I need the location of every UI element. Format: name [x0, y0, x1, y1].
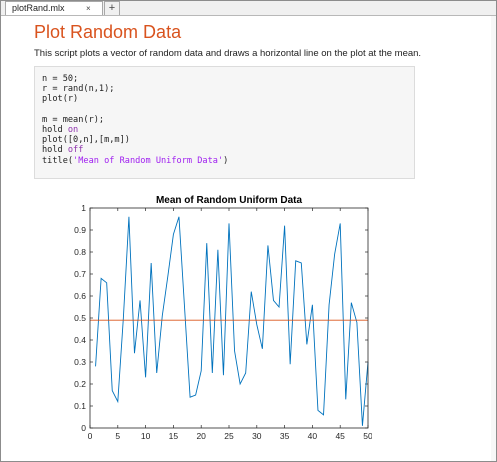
- vertical-scrollbar[interactable]: [491, 16, 496, 461]
- code-text: hold: [42, 145, 68, 156]
- x-tick-label: 50: [363, 431, 372, 441]
- code-text: n = 50;: [42, 74, 79, 84]
- code-text: r = rand(n,1);: [42, 84, 115, 95]
- x-tick-label: 20: [196, 431, 206, 441]
- x-tick-label: 10: [141, 431, 151, 441]
- y-tick-label: 0.6: [74, 291, 86, 301]
- x-tick-label: 35: [280, 431, 290, 441]
- code-text: plot(r): [42, 94, 79, 105]
- code-text: m = mean(r);: [42, 114, 105, 125]
- document-description: This script plots a vector of random dat…: [34, 48, 422, 59]
- random-data-series-line: [95, 216, 369, 426]
- plot-frame: [89, 207, 369, 429]
- code-line: m = mean(r);: [42, 115, 414, 125]
- x-tick-label: 25: [224, 431, 234, 441]
- line-plot: Mean of Random Uniform Data 0 5 10 15 20 25 30…: [74, 195, 372, 441]
- tab-plotrand[interactable]: plotRand.mlx ×: [5, 1, 103, 15]
- y-tick-label: 0.8: [74, 247, 86, 257]
- document-title: Plot Random Data: [34, 22, 182, 42]
- code-text: title(: [42, 155, 74, 166]
- x-tick-label: 30: [252, 431, 262, 441]
- code-line: r = rand(n,1);: [42, 84, 414, 94]
- y-tick-label: 0.1: [74, 401, 86, 411]
- x-tick-label: 0: [88, 431, 93, 441]
- x-tick-label: 45: [335, 431, 345, 441]
- code-block[interactable]: n = 50; r = rand(n,1); plot(r) m = mean(r);…: [34, 66, 415, 179]
- code-line: n = 50;: [42, 74, 414, 84]
- code-keyword: on: [67, 124, 79, 135]
- code-text: plot([0,n],[m,m]): [42, 135, 130, 146]
- code-line: [42, 105, 414, 115]
- code-line: title('Mean of Random Uniform Data'): [42, 156, 414, 166]
- y-tick-label: 0.9: [74, 225, 86, 235]
- y-tick-label: 0.3: [74, 357, 86, 367]
- code-line: hold on: [42, 125, 414, 135]
- y-tick-label: 0.2: [74, 379, 86, 389]
- tab-label: plotRand.mlx: [12, 3, 65, 13]
- y-tick-label: 0.5: [74, 313, 86, 323]
- x-tick-label: 5: [115, 431, 120, 441]
- y-tick-label: 0.7: [74, 269, 86, 279]
- tab-bar: plotRand.mlx × +: [1, 1, 496, 16]
- code-text: hold: [42, 124, 68, 135]
- code-line: plot(r): [42, 94, 414, 104]
- code-string: 'Mean of Random Uniform Data': [73, 155, 224, 166]
- y-tick-label: 1: [81, 203, 86, 213]
- chart-title: Mean of Random Uniform Data: [156, 195, 303, 206]
- code-line: hold off: [42, 145, 414, 155]
- code-line: plot([0,n],[m,m]): [42, 135, 414, 145]
- x-tick-label: 15: [169, 431, 179, 441]
- y-tick-label: 0: [81, 423, 86, 433]
- plot-area: [90, 208, 368, 428]
- code-text: ): [223, 155, 229, 166]
- close-icon[interactable]: ×: [86, 4, 91, 13]
- x-tick-label: 40: [308, 431, 318, 441]
- code-keyword: off: [67, 145, 84, 156]
- add-tab-button[interactable]: +: [104, 1, 120, 15]
- y-tick-label: 0.4: [74, 335, 86, 345]
